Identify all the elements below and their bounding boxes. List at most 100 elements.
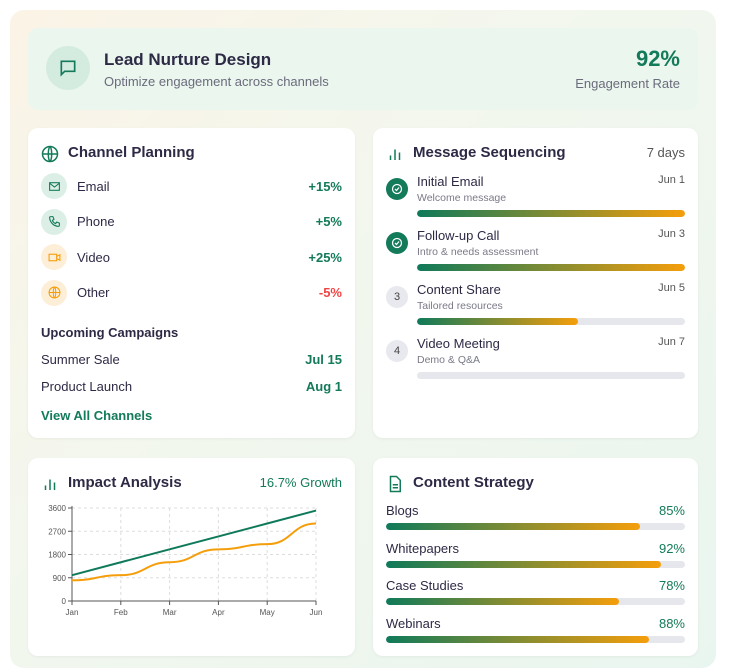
- x-tick-label: Feb: [114, 608, 128, 617]
- content-progress-fill: [386, 598, 620, 605]
- content-progress-bar: [386, 635, 685, 643]
- step-description: Intro & needs assessment: [417, 246, 539, 258]
- channel-value: +25%: [308, 249, 342, 265]
- bar-chart-icon: [41, 475, 59, 498]
- sequence-duration: 7 days: [646, 145, 685, 160]
- x-tick-label: Apr: [212, 608, 225, 617]
- channel-row-other[interactable]: Other -5%: [41, 279, 342, 307]
- x-tick-label: Mar: [163, 608, 177, 617]
- page-subtitle: Optimize engagement across channels: [104, 74, 329, 89]
- step-number: 3: [386, 286, 408, 308]
- y-tick-label: 900: [53, 574, 67, 583]
- campaign-row[interactable]: Product Launch Aug 1: [41, 379, 342, 394]
- sequence-step[interactable]: 3 Content Share Tailored resources Jun 5: [386, 282, 685, 332]
- sequence-step[interactable]: 4 Video Meeting Demo & Q&A Jun 7: [386, 336, 685, 386]
- content-progress-bar: [386, 598, 685, 605]
- content-progress-fill: [386, 560, 662, 568]
- campaign-name: Summer Sale: [41, 352, 120, 367]
- message-sequencing-card: Message Sequencing 7 days Initial Email …: [373, 128, 698, 438]
- content-progress-bar: [386, 560, 685, 568]
- sequence-step[interactable]: Follow-up Call Intro & needs assessment …: [386, 228, 685, 278]
- channel-value: -5%: [318, 285, 342, 300]
- channel-label: Video: [77, 249, 111, 265]
- step-name: Video Meeting: [417, 336, 500, 351]
- channel-label: Phone: [77, 214, 115, 229]
- channel-row-email[interactable]: Email +15%: [41, 172, 342, 200]
- channel-row-phone[interactable]: Phone +5%: [41, 208, 342, 236]
- step-description: Tailored resources: [417, 300, 503, 312]
- header-card: Lead Nurture Design Optimize engagement …: [28, 28, 698, 110]
- document-icon: [386, 475, 404, 498]
- engagement-rate-label: Engagement Rate: [575, 76, 680, 91]
- campaign-date: Jul 15: [305, 352, 342, 367]
- view-all-channels-link[interactable]: View All Channels: [41, 408, 153, 423]
- step-progress-fill: [417, 264, 685, 271]
- content-item: Whitepapers 92%: [386, 541, 685, 577]
- content-percent: 85%: [658, 503, 685, 518]
- impact-analysis-card: Impact Analysis 16.7% Growth 0 900 1800 270…: [28, 458, 355, 656]
- channel-row-video[interactable]: Video +25%: [41, 243, 342, 271]
- impact-line-chart: 0 900 1800 2700 3600 Jan Feb Mar Apr May Jun: [48, 504, 323, 617]
- step-progress-fill: [417, 210, 685, 217]
- content-item: Webinars 88%: [386, 616, 685, 652]
- channel-value: +5%: [315, 214, 342, 229]
- step-date: Jun 1: [658, 174, 685, 186]
- step-description: Welcome message: [417, 192, 507, 204]
- content-percent: 78%: [658, 578, 685, 593]
- message-icon: [46, 46, 90, 90]
- step-progress-bar: [417, 372, 685, 379]
- step-date: Jun 3: [658, 228, 685, 240]
- check-circle-icon: [386, 232, 408, 254]
- step-progress-bar: [417, 318, 685, 325]
- content-item: Case Studies 78%: [386, 578, 685, 614]
- step-number: 4: [386, 340, 408, 362]
- page-title: Lead Nurture Design: [104, 50, 272, 69]
- content-label: Webinars: [386, 615, 441, 631]
- globe-icon: [41, 145, 59, 168]
- content-label: Whitepapers: [386, 540, 459, 556]
- sequence-step[interactable]: Initial Email Welcome message Jun 1: [386, 174, 685, 224]
- mail-icon: [41, 173, 67, 199]
- x-tick-label: May: [260, 608, 275, 617]
- channel-value: +15%: [308, 178, 342, 194]
- growth-value: 16.7% Growth: [259, 475, 342, 490]
- content-item: Blogs 85%: [386, 503, 685, 539]
- content-progress-bar: [386, 523, 685, 530]
- card-title: Channel Planning: [68, 144, 195, 161]
- content-percent: 88%: [658, 615, 685, 631]
- video-icon: [41, 244, 67, 270]
- bar-chart-icon: [386, 145, 404, 168]
- card-title: Impact Analysis: [68, 474, 182, 491]
- series-line-1: [71, 509, 317, 577]
- globe-icon: [41, 279, 67, 306]
- campaign-date: Aug 1: [305, 379, 342, 394]
- step-name: Initial Email: [417, 174, 484, 189]
- card-title: Message Sequencing: [413, 144, 566, 161]
- series-line-2: [71, 522, 317, 582]
- x-tick-label: Jun: [310, 608, 323, 617]
- content-strategy-card: Content Strategy Blogs 85% Whitepapers 9…: [373, 458, 698, 656]
- content-percent: 92%: [658, 540, 685, 556]
- step-name: Content Share: [417, 282, 501, 297]
- content-progress-fill: [386, 635, 650, 643]
- step-date: Jun 7: [658, 336, 685, 348]
- campaign-row[interactable]: Summer Sale Jul 15: [41, 352, 342, 367]
- step-description: Demo & Q&A: [417, 354, 481, 366]
- content-label: Case Studies: [386, 578, 464, 593]
- channel-label: Other: [77, 285, 110, 300]
- engagement-rate: 92%: [635, 46, 680, 71]
- step-name: Follow-up Call: [417, 228, 500, 243]
- step-date: Jun 5: [658, 282, 685, 294]
- channel-planning-card: Channel Planning Email +15% Phone +5% Vi…: [28, 128, 355, 438]
- content-progress-fill: [386, 523, 641, 530]
- x-tick-label: Jan: [66, 608, 79, 617]
- y-tick-label: 3600: [48, 504, 66, 513]
- upcoming-campaigns-title: Upcoming Campaigns: [41, 325, 179, 340]
- y-tick-label: 1800: [48, 551, 66, 560]
- check-circle-icon: [386, 178, 408, 200]
- channel-label: Email: [77, 178, 110, 194]
- campaign-name: Product Launch: [41, 379, 133, 394]
- card-title: Content Strategy: [413, 474, 534, 491]
- step-progress-bar: [417, 264, 685, 271]
- phone-icon: [41, 208, 67, 235]
